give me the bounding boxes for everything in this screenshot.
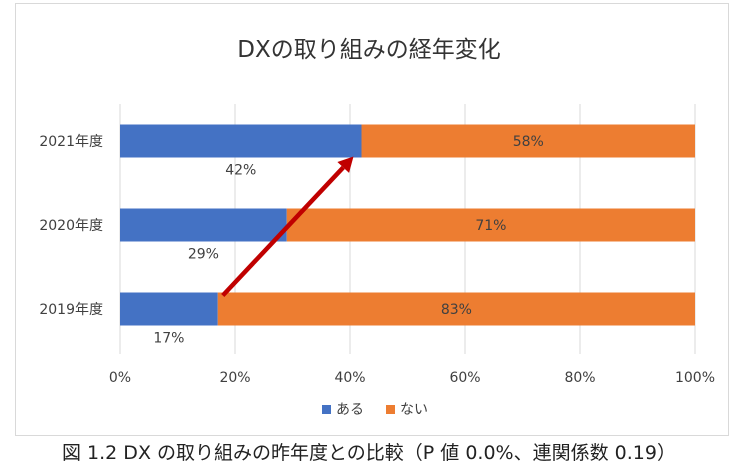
x-tick-label: 80% bbox=[564, 370, 595, 386]
data-label: 29% bbox=[188, 247, 219, 263]
x-tick-label: 100% bbox=[675, 370, 715, 386]
y-category-label: 2020年度 bbox=[39, 218, 103, 234]
bar-nai bbox=[361, 124, 695, 158]
y-category-label: 2019年度 bbox=[39, 302, 103, 318]
bar-aru bbox=[120, 124, 362, 158]
legend-label: ある bbox=[336, 402, 364, 418]
x-tick-label: 40% bbox=[334, 370, 365, 386]
legend-label: ない bbox=[400, 402, 428, 418]
x-tick-label: 60% bbox=[449, 370, 480, 386]
bar-aru bbox=[120, 208, 287, 242]
chart-plot: DXの取り組みの経年変化 0% 20% 40% 60% 80% 100% 2021年度 42% 5… bbox=[39, 37, 715, 418]
legend-swatch bbox=[322, 405, 331, 414]
y-category-label: 2021年度 bbox=[39, 134, 103, 150]
trend-arrow-shaft bbox=[221, 165, 345, 298]
trend-arrow-head bbox=[337, 156, 354, 173]
x-tick-label: 20% bbox=[219, 370, 250, 386]
bar-aru bbox=[120, 292, 218, 326]
data-label: 42% bbox=[225, 163, 256, 179]
data-label: 83% bbox=[441, 302, 472, 318]
data-label: 58% bbox=[513, 134, 544, 150]
legend-swatch bbox=[386, 405, 395, 414]
data-label: 71% bbox=[475, 218, 506, 234]
x-tick-label: 0% bbox=[109, 370, 131, 386]
bar-nai bbox=[217, 292, 695, 326]
data-label: 17% bbox=[153, 331, 184, 347]
bar-nai bbox=[286, 208, 695, 242]
figure-caption: 図 1.2 DX の取り組みの昨年度との比較（P 値 0.0%、連関係数 0.1… bbox=[62, 442, 676, 464]
chart-title: DXの取り組みの経年変化 bbox=[237, 37, 500, 63]
